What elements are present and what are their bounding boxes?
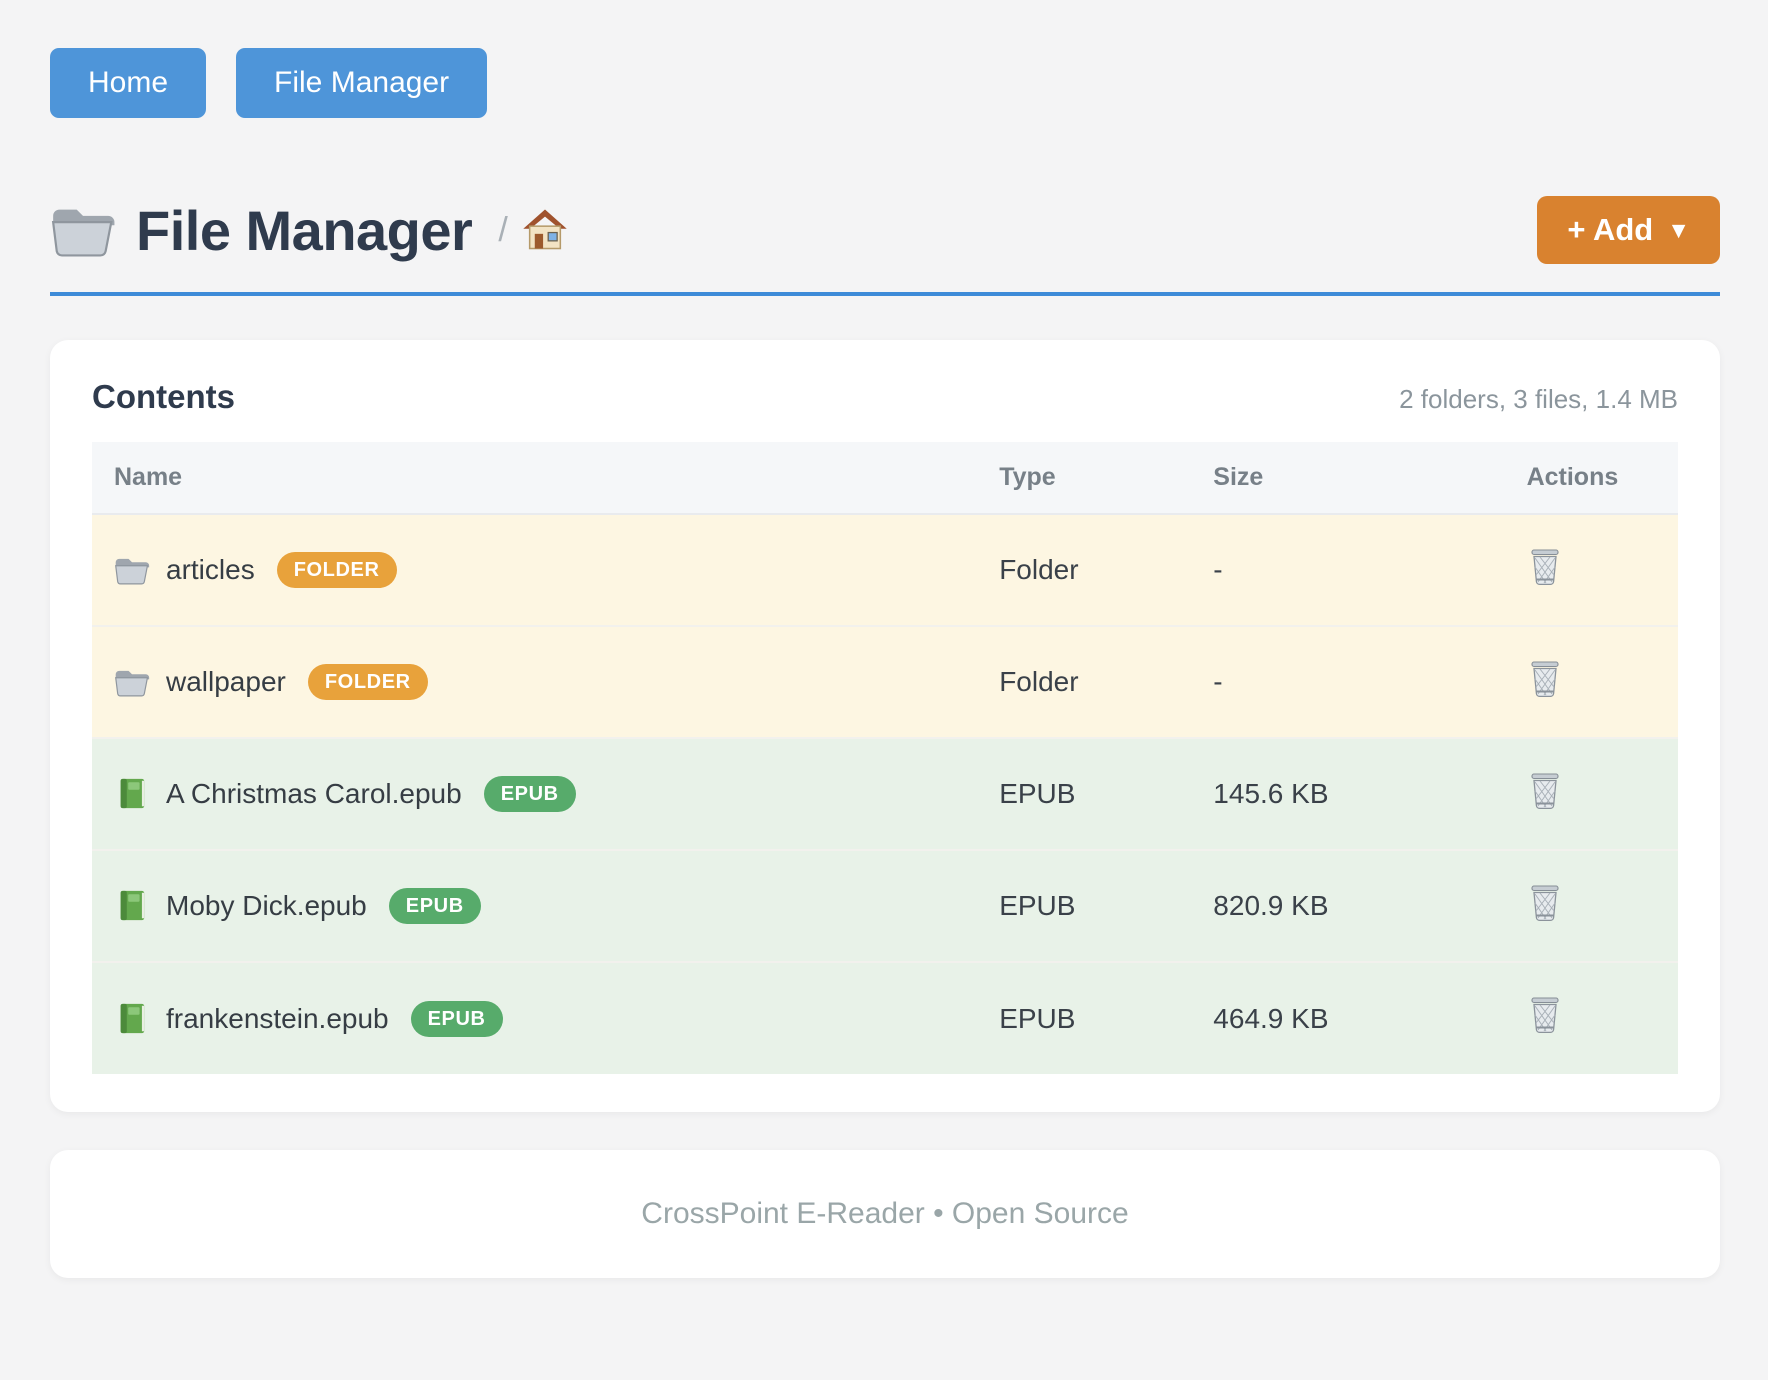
type-cell: EPUB	[999, 890, 1076, 921]
folder-icon	[114, 665, 150, 699]
file-name[interactable]: frankenstein.epub	[166, 1002, 389, 1034]
size-cell: -	[1213, 666, 1223, 697]
column-header-name: Name	[92, 442, 1000, 515]
file-name[interactable]: wallpaper	[166, 666, 286, 697]
size-cell: 464.9 KB	[1213, 1002, 1329, 1034]
actions-cell	[1523, 626, 1678, 738]
file-name[interactable]: Moby Dick.epub	[166, 890, 367, 921]
breadcrumb: /	[498, 208, 568, 252]
folder-icon	[50, 202, 116, 258]
contents-card-header: Contents 2 folders, 3 files, 1.4 MB	[92, 378, 1678, 416]
nav-file-manager-button[interactable]: File Manager	[236, 48, 488, 118]
add-button-label: + Add	[1567, 212, 1654, 247]
nav-home-button[interactable]: Home	[50, 48, 207, 118]
type-cell: EPUB	[999, 1002, 1076, 1034]
trash-icon[interactable]	[1527, 659, 1563, 699]
name-cell: frankenstein.epub EPUB	[92, 962, 999, 1074]
table-header-row: Name Type Size Actions	[92, 442, 1678, 515]
footer-text: CrossPoint E-Reader • Open Source	[641, 1197, 1129, 1230]
epub-badge: EPUB	[388, 888, 481, 924]
epub-badge: EPUB	[483, 776, 576, 812]
name-cell: Moby Dick.epub EPUB	[92, 850, 999, 962]
type-cell: Folder	[999, 554, 1079, 585]
contents-summary: 2 folders, 3 files, 1.4 MB	[1399, 384, 1678, 414]
trash-icon[interactable]	[1527, 771, 1563, 811]
epub-badge: EPUB	[410, 1000, 503, 1037]
page-header: File Manager / + Add ▼	[50, 196, 1720, 264]
size-cell: 820.9 KB	[1213, 890, 1329, 921]
add-button[interactable]: + Add ▼	[1537, 196, 1720, 264]
green-book-icon	[114, 777, 150, 811]
size-cell: 145.6 KB	[1213, 778, 1329, 809]
trash-icon[interactable]	[1527, 995, 1563, 1035]
folder-badge: FOLDER	[276, 552, 397, 588]
table-row-christmas-carol[interactable]: A Christmas Carol.epub EPUB EPUB 145.6 K…	[92, 738, 1678, 850]
top-navigation: Home File Manager	[50, 0, 1720, 118]
size-cell: -	[1213, 554, 1223, 585]
green-book-icon	[114, 1002, 150, 1036]
trash-icon[interactable]	[1527, 883, 1563, 923]
type-cell: EPUB	[999, 778, 1076, 809]
chevron-down-icon: ▼	[1667, 216, 1690, 243]
table-row-moby-dick[interactable]: Moby Dick.epub EPUB EPUB 820.9 KB	[92, 850, 1678, 962]
house-icon[interactable]	[522, 208, 568, 252]
trash-icon[interactable]	[1527, 547, 1563, 587]
contents-heading: Contents	[92, 378, 235, 415]
footer-card: CrossPoint E-Reader • Open Source	[50, 1150, 1720, 1278]
folder-icon	[114, 553, 150, 587]
actions-cell	[1523, 514, 1678, 626]
actions-cell	[1523, 738, 1678, 850]
name-cell: articles FOLDER	[92, 514, 999, 626]
title-wrap: File Manager	[50, 198, 473, 263]
header-divider	[50, 292, 1720, 296]
name-cell: A Christmas Carol.epub EPUB	[92, 738, 999, 850]
folder-badge: FOLDER	[307, 664, 428, 700]
column-header-type: Type	[999, 442, 1214, 515]
table-row-frankenstein[interactable]: frankenstein.epub EPUB EPUB 464.9 KB	[92, 962, 1678, 1074]
file-name[interactable]: articles	[166, 554, 255, 585]
file-name[interactable]: A Christmas Carol.epub	[166, 778, 462, 809]
page-title: File Manager	[136, 198, 473, 262]
actions-cell	[1523, 962, 1678, 1074]
column-header-size: Size	[1213, 442, 1523, 515]
type-cell: Folder	[999, 666, 1079, 697]
contents-card: Contents 2 folders, 3 files, 1.4 MB Name…	[50, 340, 1720, 1112]
table-row-articles[interactable]: articles FOLDER Folder -	[92, 514, 1678, 626]
column-header-actions: Actions	[1522, 442, 1678, 515]
file-table: Name Type Size Actions articles FOLDER	[92, 442, 1678, 1074]
table-row-wallpaper[interactable]: wallpaper FOLDER Folder -	[92, 626, 1678, 738]
breadcrumb-separator: /	[498, 210, 508, 249]
name-cell: wallpaper FOLDER	[92, 626, 999, 738]
green-book-icon	[114, 889, 150, 923]
actions-cell	[1523, 850, 1678, 962]
